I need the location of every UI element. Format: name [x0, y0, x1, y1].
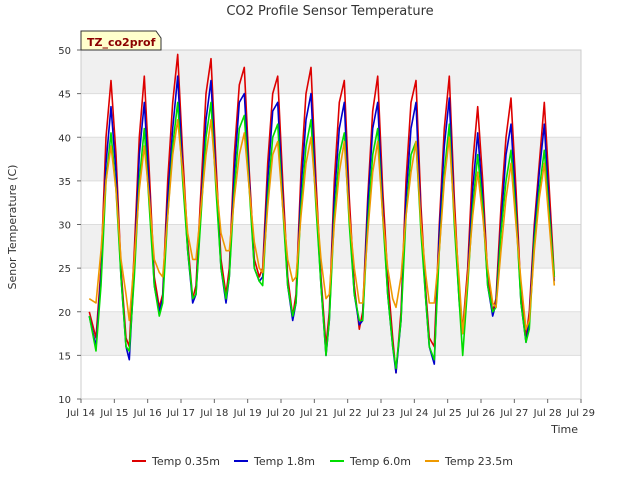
x-tick-label: Jul 24 — [399, 408, 428, 419]
annotation-label: TZ_co2prof — [87, 36, 156, 49]
x-tick-label: Jul 17 — [166, 408, 195, 419]
x-tick-label: Jul 28 — [533, 408, 562, 419]
legend: Temp 0.35m Temp 1.8m Temp 6.0m Temp 23.5m — [132, 455, 513, 468]
x-tick-label: Jul 23 — [366, 408, 395, 419]
y-tick-label: 30 — [58, 221, 71, 232]
chart-title: CO2 Profile Sensor Temperature — [226, 4, 433, 19]
x-tick-label: Jul 22 — [333, 408, 362, 419]
y-tick-label: 35 — [58, 177, 71, 188]
legend-label: Temp 0.35m — [151, 455, 220, 468]
background-band — [81, 311, 581, 356]
annotation-box: TZ_co2prof — [80, 30, 162, 51]
x-tick-label: Jul 19 — [233, 408, 262, 419]
y-axis-label: Senor Temperature (C) — [6, 165, 19, 290]
background-band — [81, 137, 581, 181]
background-band — [81, 50, 581, 94]
y-tick-label: 45 — [58, 90, 71, 101]
x-tick-label: Jul 14 — [66, 408, 95, 419]
x-tick-label: Jul 27 — [499, 408, 528, 419]
y-tick-label: 50 — [58, 46, 71, 57]
legend-label: Temp 1.8m — [253, 455, 315, 468]
x-axis-ticks: Jul 14 Jul 15 Jul 16 Jul 17 Jul 18 Jul 19 Jul … — [66, 399, 595, 419]
x-tick-label: Jul 18 — [199, 408, 228, 419]
x-tick-label: Jul 25 — [433, 408, 462, 419]
y-tick-label: 25 — [58, 264, 71, 275]
legend-label: Temp 6.0m — [349, 455, 411, 468]
y-tick-label: 20 — [58, 308, 71, 319]
x-tick-label: Jul 21 — [299, 408, 328, 419]
y-tick-label: 40 — [58, 133, 71, 144]
series-layer — [88, 53, 556, 374]
x-tick-label: Jul 20 — [266, 408, 295, 419]
y-axis-ticks: 10 15 20 25 30 35 40 45 50 — [58, 46, 81, 406]
x-tick-label: Jul 29 — [566, 408, 595, 419]
series-line-4 — [88, 119, 556, 335]
x-tick-label: Jul 15 — [99, 408, 128, 419]
background-bands — [81, 50, 581, 356]
x-axis-label: Time — [550, 423, 578, 436]
x-tick-label: Jul 16 — [133, 408, 162, 419]
y-tick-label: 15 — [58, 351, 71, 362]
y-tick-label: 10 — [58, 395, 71, 406]
legend-label: Temp 23.5m — [444, 455, 513, 468]
x-tick-label: Jul 26 — [466, 408, 495, 419]
